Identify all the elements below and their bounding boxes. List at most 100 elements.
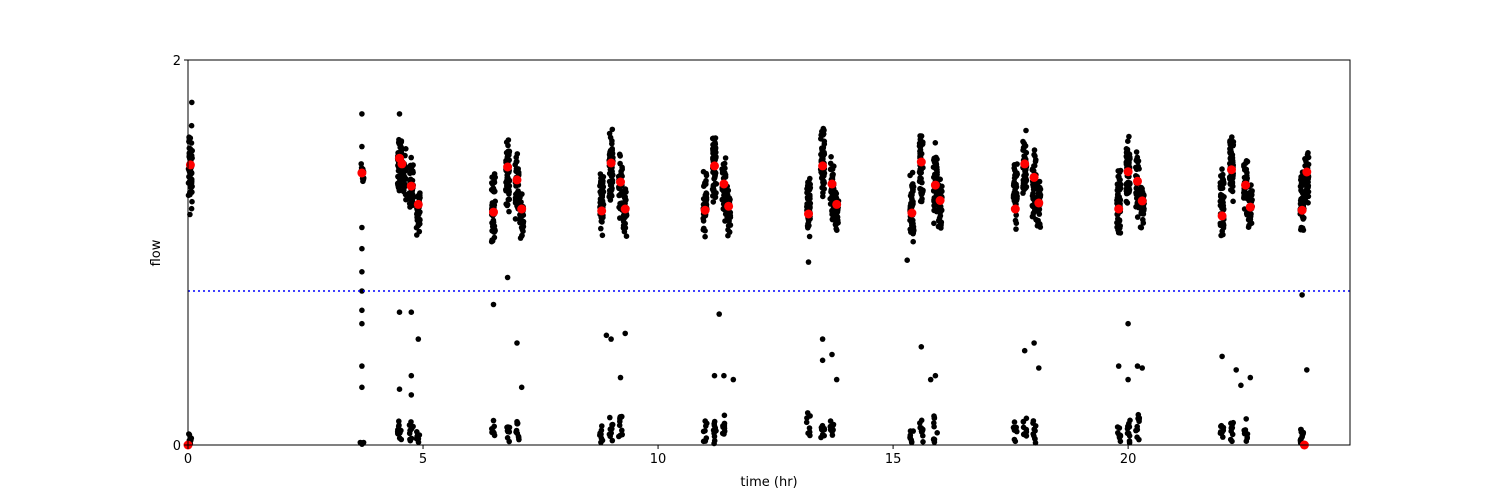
sample-point — [506, 438, 512, 445]
sample-point — [1244, 158, 1251, 165]
y-tick-label: 2 — [173, 54, 181, 69]
sample-point — [489, 429, 495, 436]
sample-point — [919, 196, 925, 202]
sample-point — [396, 418, 402, 425]
sample-point — [1219, 353, 1225, 360]
mean-point — [1034, 198, 1044, 208]
sample-point — [725, 227, 731, 233]
sample-point — [1012, 190, 1018, 197]
sample-point — [933, 161, 940, 168]
sample-point — [1303, 193, 1309, 199]
sample-point — [934, 430, 940, 436]
sample-point — [907, 434, 913, 440]
sample-point — [1023, 429, 1030, 435]
sample-point — [1020, 138, 1026, 145]
sample-point — [1115, 181, 1121, 188]
sample-point — [1124, 155, 1130, 161]
sample-point — [829, 428, 835, 435]
sample-point — [1135, 159, 1141, 165]
sample-point — [1220, 196, 1226, 202]
sample-point — [503, 186, 509, 193]
mean-point — [700, 205, 710, 215]
sample-point — [619, 164, 625, 171]
mean-point — [620, 204, 630, 214]
sample-point — [1247, 374, 1254, 381]
sample-point — [806, 233, 813, 240]
sample-point — [931, 197, 937, 203]
axis-ticks: 0 5 10 15 20 0 2 — [173, 54, 1137, 467]
mean-point — [1227, 165, 1236, 175]
mean-point — [1302, 167, 1312, 177]
sample-point — [489, 228, 495, 234]
sample-point — [919, 427, 926, 434]
sample-point — [512, 161, 518, 168]
sample-point — [1299, 292, 1305, 298]
mean-point — [1241, 180, 1251, 190]
sample-point — [609, 168, 615, 175]
sample-point — [1217, 220, 1224, 227]
sample-point — [188, 179, 195, 185]
sample-point — [720, 423, 726, 429]
sample-point — [703, 423, 709, 429]
sample-point — [416, 432, 423, 438]
sample-point — [703, 181, 709, 187]
sample-point — [710, 141, 716, 148]
sample-point — [700, 428, 707, 435]
sample-point — [1115, 229, 1122, 236]
sample-point — [727, 222, 734, 228]
sample-point — [1126, 438, 1133, 444]
mean-point — [606, 158, 616, 168]
sample-point — [414, 232, 420, 238]
sample-point — [517, 191, 524, 197]
sample-point — [359, 269, 365, 275]
sample-point — [504, 274, 511, 281]
sample-point — [1139, 185, 1145, 192]
sample-point — [408, 309, 415, 316]
sample-point — [716, 311, 722, 317]
sample-point — [1114, 224, 1120, 230]
sample-point — [598, 188, 605, 195]
sample-point — [1035, 209, 1042, 215]
sample-point — [407, 204, 413, 210]
mean-point — [517, 204, 527, 214]
sample-point — [805, 195, 812, 202]
sample-point — [1127, 417, 1133, 424]
sample-point — [819, 146, 825, 153]
sample-point — [1304, 151, 1311, 158]
sample-point — [1233, 367, 1239, 373]
sample-point — [357, 439, 364, 446]
sample-point — [1140, 220, 1147, 226]
plot-marks — [183, 99, 1350, 450]
mean-point — [1029, 172, 1039, 182]
mean-point — [804, 209, 813, 219]
mean-point — [397, 159, 407, 169]
sample-point — [1134, 214, 1141, 220]
sample-point — [907, 428, 914, 434]
mean-point — [1133, 176, 1142, 186]
sample-point — [1218, 232, 1224, 239]
mean-point — [503, 162, 513, 172]
sample-point — [359, 245, 365, 252]
sample-point — [938, 188, 945, 194]
mean-point — [935, 196, 945, 205]
sample-point — [1125, 138, 1131, 144]
sample-point — [1125, 320, 1131, 327]
x-tick-label: 5 — [419, 452, 427, 467]
sample-point — [936, 215, 943, 221]
x-tick-label: 20 — [1120, 452, 1137, 467]
sample-point — [1242, 427, 1249, 433]
sample-point — [400, 171, 407, 178]
sample-point — [904, 257, 910, 264]
mean-point — [1123, 167, 1133, 177]
sample-point — [359, 288, 365, 294]
sample-point — [920, 433, 926, 439]
sample-point — [931, 415, 938, 421]
sample-point — [1036, 365, 1042, 371]
sample-point — [1230, 419, 1236, 426]
sample-point — [609, 150, 615, 156]
sample-point — [1244, 435, 1250, 442]
sample-point — [187, 436, 194, 442]
sample-point — [358, 161, 365, 167]
sample-point — [1219, 429, 1225, 436]
sample-point — [917, 148, 923, 155]
